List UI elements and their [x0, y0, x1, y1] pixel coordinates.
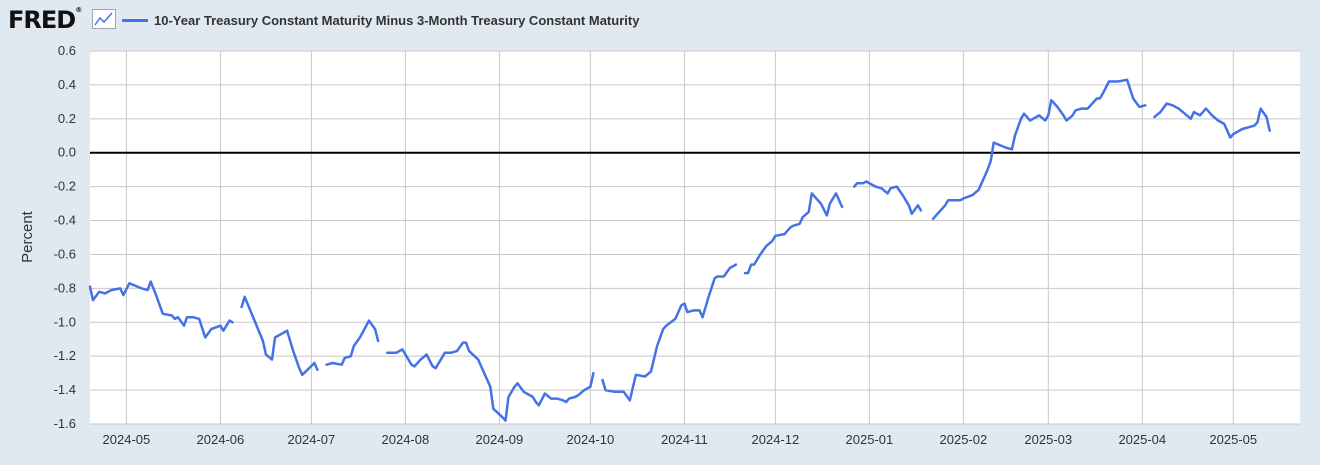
- x-tick-label: 2024-10: [567, 432, 615, 447]
- series-lines[interactable]: [88, 78, 1271, 422]
- x-tick-label: 2024-07: [288, 432, 336, 447]
- y-tick-label: -1.6: [54, 416, 76, 431]
- y-tick-label: 0.2: [58, 111, 76, 126]
- legend-series-name: 10-Year Treasury Constant Maturity Minus…: [154, 12, 640, 28]
- y-tick-label: -0.8: [54, 280, 76, 295]
- series-line-segment[interactable]: [601, 263, 738, 402]
- plot-area: [90, 51, 1300, 424]
- y-tick-label: 0.4: [58, 77, 76, 92]
- series-line-segment[interactable]: [852, 180, 923, 216]
- chart-legend: 10-Year Treasury Constant Maturity Minus…: [122, 12, 639, 28]
- y-axis-title: Percent: [19, 210, 36, 263]
- fred-logo[interactable]: FRED®: [8, 6, 82, 34]
- y-tick-label: -0.4: [54, 213, 76, 228]
- y-tick-label: 0.0: [58, 145, 76, 160]
- x-axis: 2024-05 2024-06 2024-07 2024-08 2024-09 2024-…: [103, 432, 1258, 447]
- y-tick-label: 0.6: [58, 43, 76, 58]
- series-line-segment[interactable]: [931, 78, 1147, 221]
- y-tick-label: -1.4: [54, 382, 76, 397]
- legend-swatch: [122, 18, 148, 22]
- x-tick-label: 2025-04: [1118, 432, 1166, 447]
- y-tick-label: -0.6: [54, 246, 76, 261]
- y-tick-label: -1.2: [54, 348, 76, 363]
- series-line-segment[interactable]: [240, 295, 319, 377]
- y-tick-label: -1.0: [54, 314, 76, 329]
- registered-mark: ®: [75, 6, 83, 14]
- x-tick-label: 2024-06: [197, 432, 245, 447]
- logo-text: FRED: [8, 6, 76, 34]
- x-tick-label: 2024-08: [382, 432, 430, 447]
- x-tick-label: 2025-02: [940, 432, 988, 447]
- x-tick-label: 2024-09: [476, 432, 524, 447]
- series-line-segment[interactable]: [743, 192, 844, 275]
- x-tick-label: 2024-11: [661, 432, 708, 447]
- x-tick-label: 2025-05: [1209, 432, 1257, 447]
- series-line-segment[interactable]: [1153, 102, 1271, 139]
- y-axis: 0.6 0.4 0.2 0.0 -0.2 -0.4 -0.6 -0.8 -1.0 -1.2 -1.4…: [54, 43, 76, 431]
- series-line-segment[interactable]: [325, 319, 380, 366]
- chart-logo-icon: [92, 9, 116, 29]
- x-tick-label: 2025-03: [1024, 432, 1072, 447]
- y-tick-label: -0.2: [54, 179, 76, 194]
- x-tick-label: 2024-05: [103, 432, 151, 447]
- header: FRED® 10-Year Treasury Constant Maturity…: [0, 0, 1320, 40]
- x-tick-label: 2024-12: [752, 432, 800, 447]
- x-tick-label: 2025-01: [846, 432, 894, 447]
- series-line-segment[interactable]: [385, 341, 595, 422]
- series-line-segment[interactable]: [88, 280, 234, 339]
